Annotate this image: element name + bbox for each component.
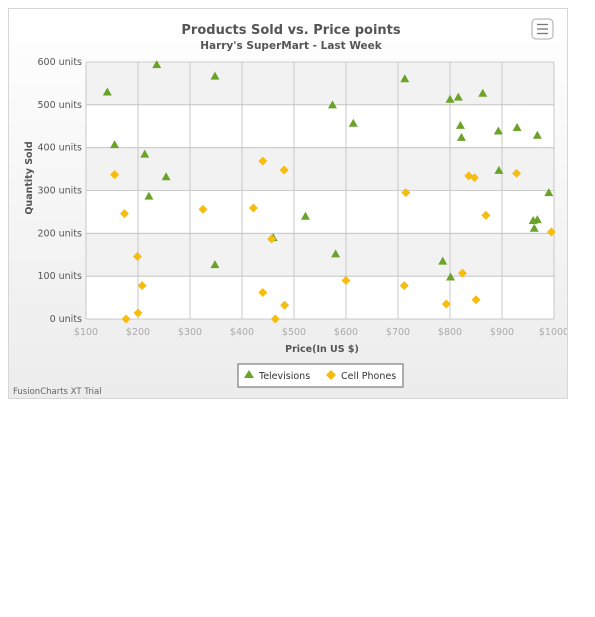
legend-label-cell-phones: Cell Phones: [341, 371, 396, 382]
y-tick-label: 400 units: [37, 143, 82, 154]
x-tick-label: $500: [282, 327, 306, 338]
x-tick-label: $100: [74, 327, 98, 338]
x-tick-label: $300: [178, 327, 202, 338]
x-axis-title: Price(In US $): [285, 344, 359, 355]
cell-phone-point[interactable]: [258, 156, 268, 166]
menu-icon: [537, 23, 548, 35]
x-tick-label: $900: [490, 327, 514, 338]
plot-band: [86, 190, 554, 234]
cell-phone-point[interactable]: [546, 227, 556, 237]
cell-phone-point[interactable]: [441, 299, 451, 309]
legend-item-televisions[interactable]: Televisions: [244, 370, 310, 382]
menu-button[interactable]: [531, 18, 554, 40]
diamond-icon: [326, 370, 336, 380]
television-point[interactable]: [446, 272, 456, 281]
cell-phone-point[interactable]: [132, 251, 142, 261]
cell-phone-point[interactable]: [248, 203, 258, 213]
television-point[interactable]: [144, 191, 154, 200]
legend-item-cell-phones[interactable]: Cell Phones: [326, 370, 396, 382]
x-tick-label: $600: [334, 327, 358, 338]
television-point[interactable]: [445, 94, 455, 103]
cell-phone-point[interactable]: [471, 295, 481, 305]
y-tick-label: 200 units: [37, 228, 82, 239]
cell-phone-point[interactable]: [341, 275, 351, 285]
chart-container: Products Sold vs. Price points Harry's S…: [8, 8, 568, 399]
television-point[interactable]: [529, 223, 539, 232]
television-point[interactable]: [348, 118, 358, 127]
television-point[interactable]: [478, 88, 488, 97]
television-point[interactable]: [327, 100, 337, 109]
cell-phone-point[interactable]: [119, 209, 129, 219]
cell-phone-point[interactable]: [512, 168, 522, 178]
television-point[interactable]: [532, 215, 542, 224]
y-tick-label: 0 units: [50, 314, 82, 325]
cell-phone-point[interactable]: [137, 281, 147, 291]
x-axis-ticks: $100 $200 $300 $400 $500 $600 $700 $800 $900 $100…: [74, 327, 568, 338]
television-point[interactable]: [300, 211, 310, 220]
plot-band: [86, 276, 554, 319]
y-tick-label: 300 units: [37, 186, 82, 197]
legend: Televisions Cell Phones: [237, 363, 404, 388]
chart-title: Products Sold vs. Price points: [181, 23, 400, 38]
television-point[interactable]: [161, 172, 171, 181]
plot-band: [86, 62, 554, 105]
cell-phone-point[interactable]: [279, 165, 289, 175]
television-point[interactable]: [102, 87, 112, 96]
television-point[interactable]: [331, 249, 341, 258]
scatter-chart: Products Sold vs. Price points Harry's S…: [13, 18, 568, 397]
x-tick-label: $800: [438, 327, 462, 338]
x-tick-label: $1000: [539, 327, 568, 338]
cell-phone-point[interactable]: [457, 268, 467, 278]
x-tick-label: $400: [230, 327, 254, 338]
cell-phone-point[interactable]: [280, 300, 290, 310]
cell-phone-point[interactable]: [110, 170, 120, 180]
plot-band: [86, 147, 554, 191]
television-point[interactable]: [493, 126, 503, 135]
cell-phone-point[interactable]: [270, 314, 280, 324]
y-tick-label: 100 units: [37, 271, 82, 282]
television-point[interactable]: [210, 71, 220, 80]
television-point[interactable]: [453, 92, 463, 101]
television-point[interactable]: [400, 74, 410, 83]
chart-subtitle: Harry's SuperMart - Last Week: [200, 40, 383, 52]
television-point[interactable]: [110, 140, 120, 149]
television-point[interactable]: [140, 149, 150, 158]
data-points: [102, 60, 556, 324]
television-point[interactable]: [455, 120, 465, 129]
television-point[interactable]: [544, 188, 554, 197]
television-point[interactable]: [494, 165, 504, 174]
x-tick-label: $200: [126, 327, 150, 338]
legend-label-televisions: Televisions: [258, 371, 310, 382]
television-point[interactable]: [512, 123, 522, 132]
x-tick-label: $700: [386, 327, 410, 338]
cell-phone-point[interactable]: [469, 173, 479, 183]
y-axis-title: Quantity Sold: [24, 141, 35, 214]
television-point[interactable]: [532, 130, 542, 139]
cell-phone-point[interactable]: [133, 308, 143, 318]
cell-phone-point[interactable]: [481, 210, 491, 220]
trial-watermark: FusionCharts XT Trial: [13, 387, 102, 397]
cell-phone-point[interactable]: [258, 287, 268, 297]
plot-bands: [86, 62, 554, 319]
triangle-icon: [244, 370, 254, 378]
plot-band: [86, 233, 554, 277]
television-point[interactable]: [210, 260, 220, 269]
television-point[interactable]: [152, 60, 162, 69]
cell-phone-point[interactable]: [267, 234, 277, 244]
cell-phone-point[interactable]: [399, 281, 409, 291]
plot-band: [86, 104, 554, 148]
television-point[interactable]: [456, 132, 466, 141]
y-tick-label: 500 units: [37, 100, 82, 111]
cell-phone-point[interactable]: [198, 204, 208, 214]
cell-phone-point[interactable]: [401, 188, 411, 198]
cell-phone-point[interactable]: [121, 314, 131, 324]
y-axis-ticks: 0 units 100 units 200 units 300 units 400 un…: [37, 57, 82, 325]
y-tick-label: 600 units: [37, 57, 82, 68]
television-point[interactable]: [438, 256, 448, 265]
